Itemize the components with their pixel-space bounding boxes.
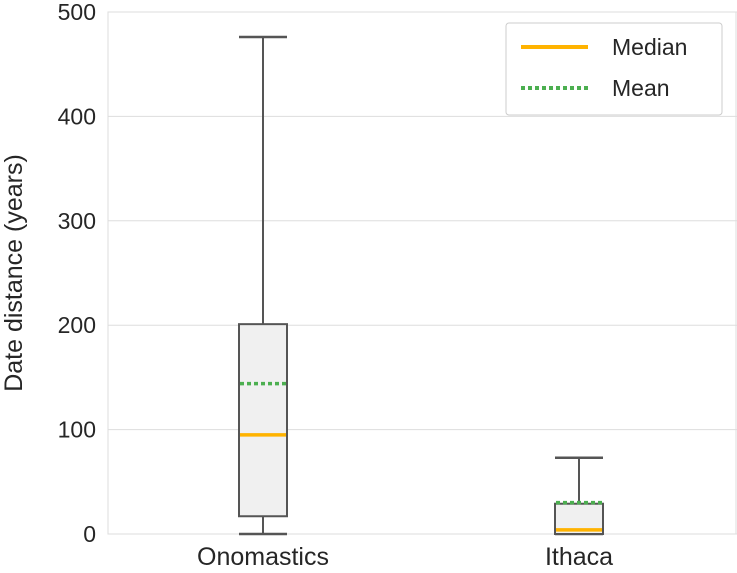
y-tick-label: 0 (83, 521, 96, 547)
box-onomastics: Onomastics (197, 35, 329, 571)
y-tick-label: 200 (58, 312, 96, 338)
y-tick-label: 100 (58, 417, 96, 443)
legend: Median Mean (505, 22, 723, 116)
legend-mean-label: Mean (612, 75, 670, 101)
y-tick-label: 300 (58, 208, 96, 234)
y-axis-label: Date distance (years) (0, 154, 28, 392)
x-tick-label: Onomastics (197, 543, 329, 568)
y-tick-label: 500 (58, 0, 96, 25)
x-tick-label: Ithaca (545, 543, 613, 568)
legend-median-label: Median (612, 34, 687, 60)
iqr-box (238, 323, 288, 518)
y-tick-label: 400 (58, 103, 96, 129)
box-ithaca: Ithaca (545, 456, 613, 571)
